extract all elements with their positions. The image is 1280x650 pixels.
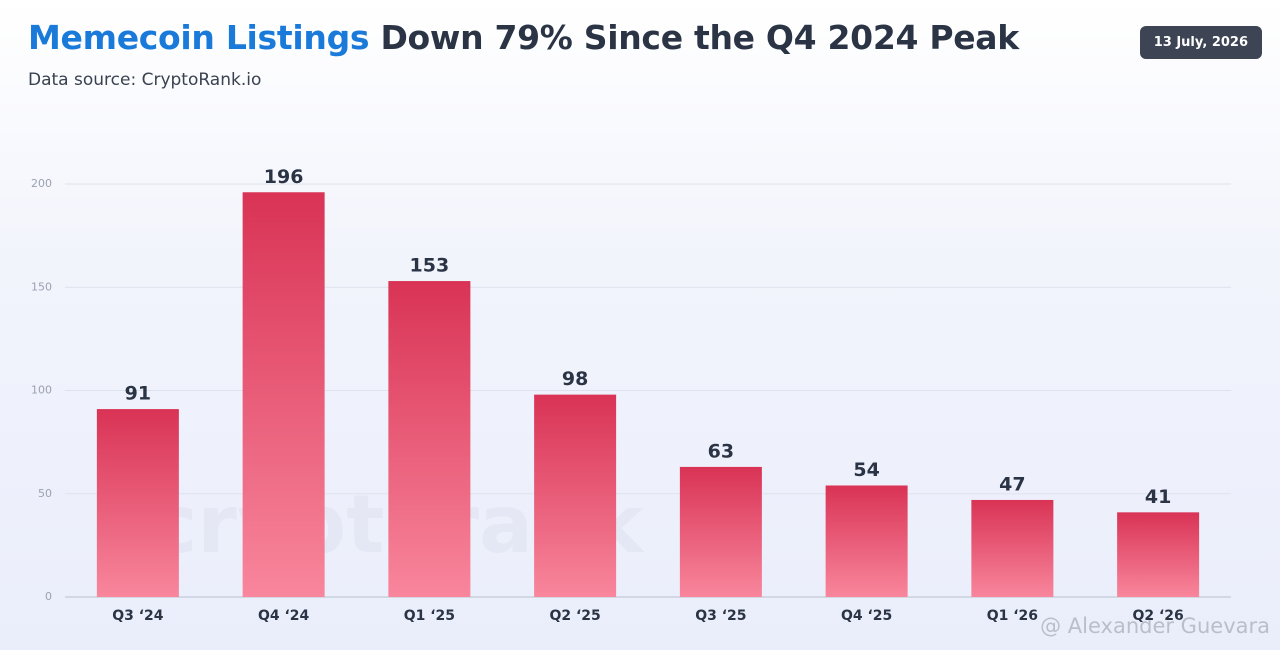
value-label: 47 <box>999 473 1025 495</box>
bar <box>679 466 762 597</box>
title-rest: Down 79% Since the Q4 2024 Peak <box>380 18 1019 57</box>
x-tick-label: Q3 ‘24 <box>112 608 164 624</box>
date-badge: 13 July, 2026 <box>1139 26 1262 59</box>
data-source: Data source: CryptoRank.io <box>28 70 262 90</box>
bar <box>242 192 325 597</box>
x-tick-label: Q1 ‘25 <box>404 608 455 624</box>
x-tick-label: Q2 ‘25 <box>549 608 600 624</box>
y-tick-label: 100 <box>31 384 52 397</box>
x-tick-label: Q4 ‘24 <box>258 608 310 624</box>
chart-title: Memecoin Listings Down 79% Since the Q4 … <box>28 18 1019 57</box>
bar <box>1117 512 1200 597</box>
bar <box>971 499 1054 597</box>
bar <box>825 485 908 597</box>
value-label: 91 <box>125 383 151 405</box>
value-label: 63 <box>708 440 734 462</box>
x-tick-label: Q3 ‘25 <box>695 608 746 624</box>
bar <box>388 281 471 597</box>
value-label: 54 <box>853 459 879 481</box>
y-tick-label: 0 <box>45 590 52 603</box>
title-highlight: Memecoin Listings <box>28 18 370 57</box>
value-label: 153 <box>410 255 450 277</box>
y-tick-label: 150 <box>31 280 52 293</box>
x-tick-label: Q1 ‘26 <box>987 608 1038 624</box>
value-label: 196 <box>264 166 304 188</box>
value-label: 41 <box>1145 486 1171 508</box>
y-tick-label: 200 <box>31 177 52 190</box>
value-label: 98 <box>562 368 588 390</box>
credit: @ Alexander Guevara <box>1040 614 1270 638</box>
x-tick-label: Q4 ‘25 <box>841 608 892 624</box>
x-tick-label: Q2 ‘26 <box>1132 608 1183 624</box>
bar <box>534 394 617 597</box>
bar <box>96 409 179 597</box>
y-tick-label: 50 <box>38 487 52 500</box>
